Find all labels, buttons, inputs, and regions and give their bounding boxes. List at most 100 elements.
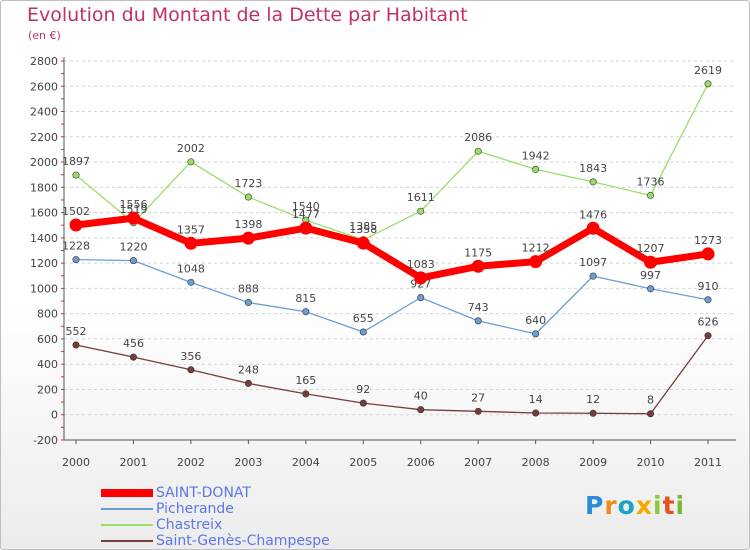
data-label: 1228 [62, 240, 90, 253]
data-point [356, 236, 370, 250]
data-label: 1736 [637, 175, 665, 188]
y-tick-label: 2800 [30, 55, 58, 68]
data-label: 2086 [464, 131, 492, 144]
data-point [532, 330, 540, 338]
data-label: 2619 [694, 64, 722, 77]
data-point [244, 193, 252, 201]
x-tick-label: 2002 [177, 456, 205, 469]
data-point [244, 299, 252, 307]
data-label: 27 [471, 391, 485, 404]
chart-title: Evolution du Montant de la Dette par Hab… [27, 4, 468, 26]
data-point [69, 218, 83, 232]
legend-swatch [101, 524, 153, 526]
legend-label: SAINT-DONAT [156, 485, 251, 501]
x-tick-label: 2010 [637, 456, 665, 469]
data-point [129, 353, 137, 361]
y-tick-label: 1600 [30, 207, 58, 220]
data-label: 1212 [522, 242, 550, 255]
data-point [589, 272, 597, 280]
data-label: 552 [66, 325, 87, 338]
data-point [704, 296, 712, 304]
legend-item: SAINT-DONAT [101, 485, 330, 501]
data-label: 997 [640, 269, 661, 282]
data-point [184, 236, 198, 250]
data-label: 12 [586, 393, 600, 406]
data-point [359, 328, 367, 336]
data-label: 888 [238, 283, 259, 296]
data-point [241, 231, 255, 245]
data-label: 655 [353, 312, 374, 325]
data-label: 1611 [407, 191, 435, 204]
legend-swatch [101, 508, 153, 510]
data-label: 1540 [292, 200, 320, 213]
data-label: 92 [356, 383, 370, 396]
data-point [302, 308, 310, 316]
x-tick-label: 2001 [119, 456, 147, 469]
y-tick-label: 2000 [30, 156, 58, 169]
data-point [644, 255, 658, 269]
data-label: 626 [698, 316, 719, 329]
chart-legend: SAINT-DONAT Picherande Chastreix Saint-Genè… [101, 485, 330, 549]
data-point [359, 399, 367, 407]
data-point [72, 256, 80, 264]
data-label: 248 [238, 363, 259, 376]
data-label: 1502 [62, 205, 90, 218]
data-label: 40 [414, 390, 428, 403]
data-label: 456 [123, 337, 144, 350]
data-point [414, 271, 428, 285]
series-line [75, 335, 709, 415]
data-label: 1477 [292, 208, 320, 221]
data-label: 2002 [177, 142, 205, 155]
x-tick-label: 2005 [349, 456, 377, 469]
data-point [474, 407, 482, 415]
data-point [417, 294, 425, 302]
x-tick-label: 2000 [62, 456, 90, 469]
x-tick-label: 2008 [522, 456, 550, 469]
y-tick-label: 1400 [30, 232, 58, 245]
series-line [75, 258, 709, 335]
y-tick-label: 2600 [30, 80, 58, 93]
data-label: 1207 [637, 242, 665, 255]
data-label: 815 [295, 292, 316, 305]
data-label: 356 [180, 350, 201, 363]
legend-swatch [101, 540, 153, 542]
data-label: 1519 [119, 203, 147, 216]
data-point [129, 257, 137, 265]
data-label: 1358 [349, 223, 377, 236]
data-label: 1097 [579, 256, 607, 269]
data-label: 910 [698, 280, 719, 293]
data-point [244, 379, 252, 387]
data-point [532, 409, 540, 417]
data-label: 1942 [522, 149, 550, 162]
data-label: 1083 [407, 258, 435, 271]
data-point [586, 221, 600, 235]
data-point [647, 285, 655, 293]
legend-swatch [101, 489, 153, 497]
y-tick-label: 1200 [30, 257, 58, 270]
data-point [302, 390, 310, 398]
data-point [299, 221, 313, 235]
data-point [187, 158, 195, 166]
y-tick-label: 400 [37, 358, 58, 371]
legend-item: Chastreix [101, 517, 330, 533]
data-point [647, 410, 655, 418]
data-label: 1175 [464, 246, 492, 259]
data-point [701, 247, 715, 261]
x-tick-label: 2004 [292, 456, 320, 469]
data-label: 1556 [119, 198, 147, 211]
data-label: 1843 [579, 162, 607, 175]
data-point [417, 207, 425, 215]
data-point [474, 317, 482, 325]
data-label: 8 [647, 394, 654, 407]
x-tick-label: 2009 [579, 456, 607, 469]
y-tick-label: 0 [51, 409, 58, 422]
data-point [187, 278, 195, 286]
data-point [471, 259, 485, 273]
data-label: 743 [468, 301, 489, 314]
data-point [126, 211, 140, 225]
data-point [532, 165, 540, 173]
data-label: 14 [529, 393, 543, 406]
data-label: 1476 [579, 208, 607, 221]
series-line [75, 214, 709, 282]
